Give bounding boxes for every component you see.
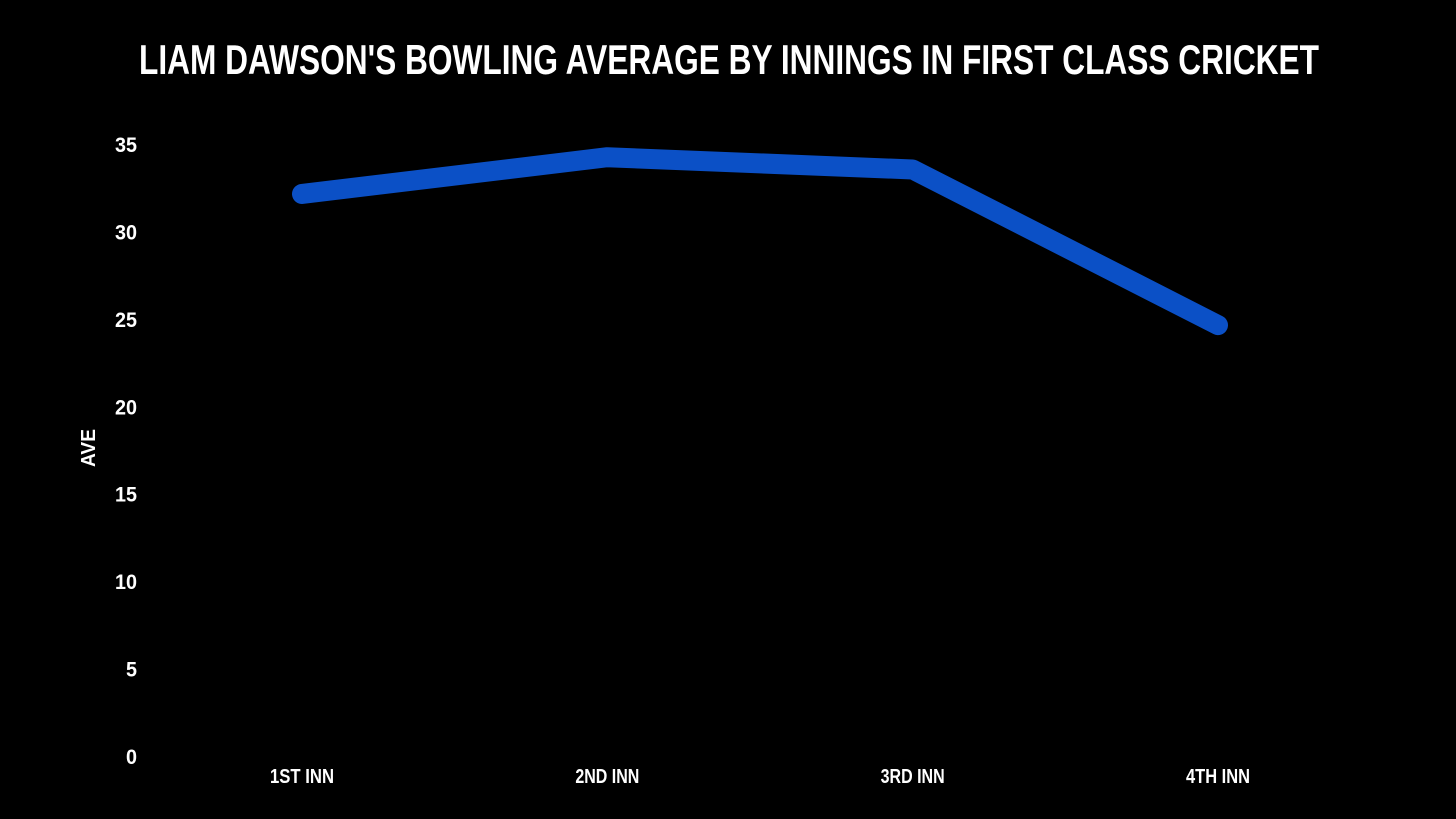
x-axis-category-label: 3RD INN bbox=[881, 766, 945, 788]
y-axis-tick-label: 25 bbox=[115, 309, 137, 332]
y-axis-tick-label: 35 bbox=[115, 134, 137, 157]
x-axis-category-label: 2ND INN bbox=[575, 766, 639, 788]
y-axis-tick-label: 10 bbox=[115, 571, 137, 594]
y-axis-tick-label: 15 bbox=[115, 484, 137, 507]
data-line-bowling-average bbox=[292, 147, 1228, 336]
y-axis-tick-label: 30 bbox=[115, 221, 137, 244]
y-axis-title: AVE bbox=[78, 429, 100, 467]
x-axis-category-label: 1ST INN bbox=[270, 766, 334, 788]
y-axis-tick-label: 20 bbox=[115, 396, 137, 419]
y-axis-tick-label: 5 bbox=[126, 659, 137, 682]
y-axis-tick-label: 0 bbox=[126, 746, 137, 769]
chart-title: LIAM DAWSON'S BOWLING AVERAGE BY INNINGS… bbox=[139, 36, 1319, 83]
x-axis-category-label: 4TH INN bbox=[1186, 766, 1250, 788]
